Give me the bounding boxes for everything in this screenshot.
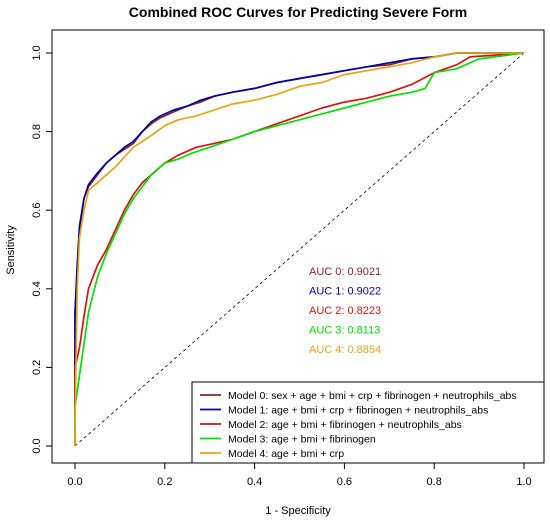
auc-label-model-4: AUC 4: 0.8854 bbox=[309, 344, 381, 356]
legend-box bbox=[191, 381, 545, 464]
plot-layer bbox=[74, 52, 525, 447]
roc-curve-model-4 bbox=[74, 52, 524, 446]
legend-entry-model-3: Model 3: age + bmi + fibrinogen bbox=[228, 433, 376, 445]
legend: Model 0: sex + age + bmi + crp + fibrino… bbox=[191, 381, 545, 464]
y-tick-label: 0.6 bbox=[31, 203, 43, 218]
auc-label-model-1: AUC 1: 0.9022 bbox=[309, 286, 381, 298]
auc-label-model-3: AUC 3: 0.8113 bbox=[309, 325, 380, 337]
y-tick-label: 0.2 bbox=[31, 360, 43, 375]
roc-curve-model-3 bbox=[74, 52, 525, 446]
x-tick-label: 0.4 bbox=[247, 476, 262, 488]
auc-label-model-0: AUC 0: 0.9021 bbox=[309, 266, 381, 278]
y-tick-label: 0.4 bbox=[31, 281, 43, 296]
auc-labels: AUC 0: 0.9021 AUC 1: 0.9022 AUC 2: 0.8223 A… bbox=[309, 266, 381, 356]
x-tick-label: 0.6 bbox=[337, 476, 352, 488]
x-tick-label: 0.8 bbox=[427, 476, 442, 488]
y-tick-label: 0.0 bbox=[31, 438, 43, 453]
legend-entry-model-4: Model 4: age + bmi + crp bbox=[228, 448, 344, 460]
legend-entry-model-1: Model 1: age + bmi + crp + fibrinogen + … bbox=[228, 404, 488, 416]
auc-label-model-2: AUC 2: 0.8223 bbox=[309, 305, 381, 317]
x-tick-label: 0.2 bbox=[157, 476, 172, 488]
axis-ticks: 0.0 0.2 0.4 0.6 0.8 1.0 0.0 0.2 0.4 0.6 0.8 1.0 bbox=[31, 45, 532, 488]
roc-curve-model-1 bbox=[74, 52, 524, 446]
chart-title: Combined ROC Curves for Predicting Sever… bbox=[129, 4, 467, 20]
y-axis-label: Sensitivity bbox=[5, 225, 17, 275]
x-tick-label: 1.0 bbox=[516, 476, 531, 488]
x-axis-label: 1 - Specificity bbox=[265, 505, 331, 517]
legend-entry-model-0: Model 0: sex + age + bmi + crp + fibrino… bbox=[228, 390, 517, 402]
y-tick-label: 1.0 bbox=[31, 45, 43, 60]
roc-curve-model-2 bbox=[74, 52, 525, 446]
legend-entry-model-2: Model 2: age + bmi + fibrinogen + neutro… bbox=[228, 419, 462, 431]
y-tick-label: 0.8 bbox=[31, 124, 43, 139]
x-tick-label: 0.0 bbox=[67, 476, 82, 488]
